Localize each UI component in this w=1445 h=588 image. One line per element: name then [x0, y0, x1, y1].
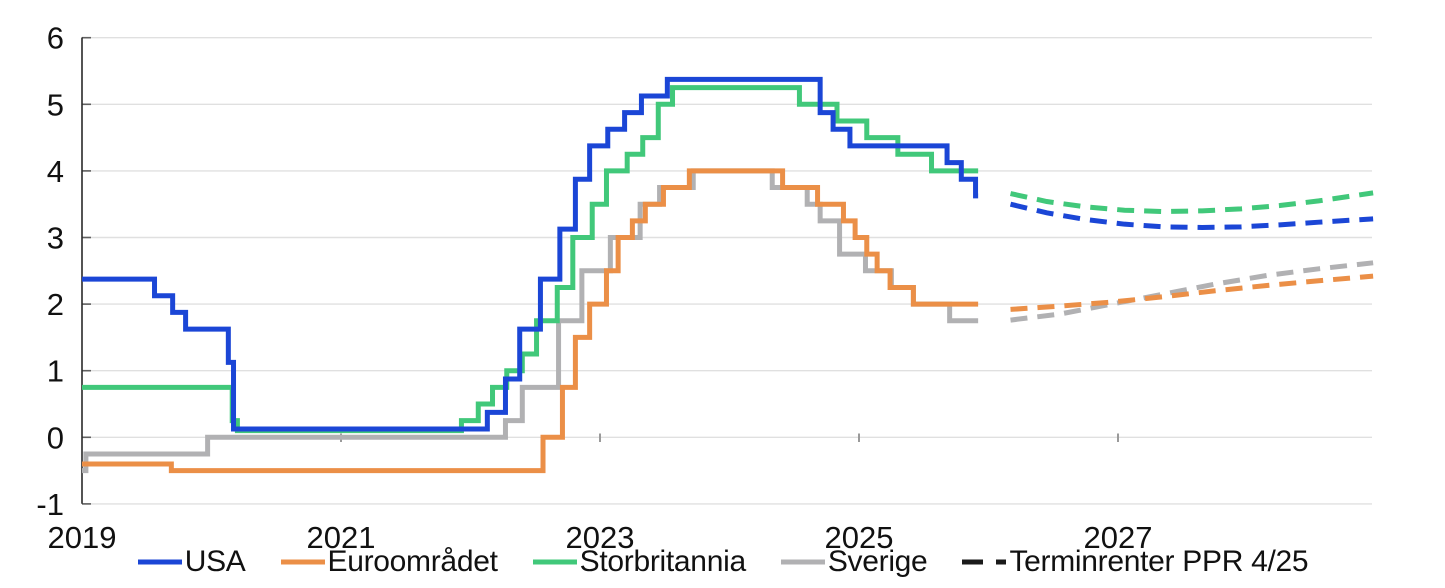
series-usa-terminrenter-ppr-4-25: [1009, 201, 1374, 231]
y-axis-label: 4: [47, 154, 64, 189]
legend-label: Terminrenter PPR 4/25: [1009, 545, 1309, 578]
legend-item-storbritannia: Storbritannia: [532, 545, 746, 579]
series-euroomr-det: [82, 168, 979, 474]
legend-line-swatch: [137, 559, 182, 565]
x-axis-label: 2021: [307, 520, 376, 555]
y-axis-label: 3: [47, 221, 64, 256]
x-axis-label: 2023: [566, 520, 635, 555]
legend-line-swatch: [280, 559, 325, 565]
legend-label: USA: [184, 545, 246, 578]
legend-item-sverige: Sverige: [780, 545, 928, 579]
legend-dashed-line-swatch: [962, 559, 1007, 565]
y-axis-label: 1: [47, 354, 64, 389]
legend-item-terminrenter-ppr-4-25: Terminrenter PPR 4/25: [961, 545, 1309, 579]
y-axis-label: 0: [47, 420, 64, 455]
y-axis-label: 6: [47, 21, 64, 56]
legend-item-euroomr-det: Euroområdet: [280, 545, 498, 579]
series-sverige-terminrenter-ppr-4-25: [1010, 260, 1374, 323]
x-axis-label: 2025: [825, 520, 894, 555]
x-axis-label: 2019: [48, 520, 117, 555]
y-axis-label: 5: [47, 87, 64, 122]
legend-label: Sverige: [827, 545, 928, 578]
series-storbritannia-terminrenter-ppr-4-25: [1009, 190, 1374, 215]
y-axis-label: 2: [47, 287, 64, 322]
legend-line-swatch: [532, 559, 577, 565]
legend-item-usa: USA: [137, 545, 246, 579]
series-storbritannia: [82, 85, 979, 434]
chart-legend: USA Euroområdet Storbritannia Sverige Termin…: [0, 541, 1445, 583]
legend-label: Euroområdet: [327, 545, 498, 578]
x-axis-label: 2027: [1084, 520, 1153, 555]
legend-label: Storbritannia: [579, 545, 747, 578]
series-euroomr-det-terminrenter-ppr-4-25: [1010, 273, 1374, 312]
legend-line-swatch: [780, 559, 825, 565]
series-usa: [82, 76, 979, 432]
y-axis-label: -1: [36, 487, 64, 522]
